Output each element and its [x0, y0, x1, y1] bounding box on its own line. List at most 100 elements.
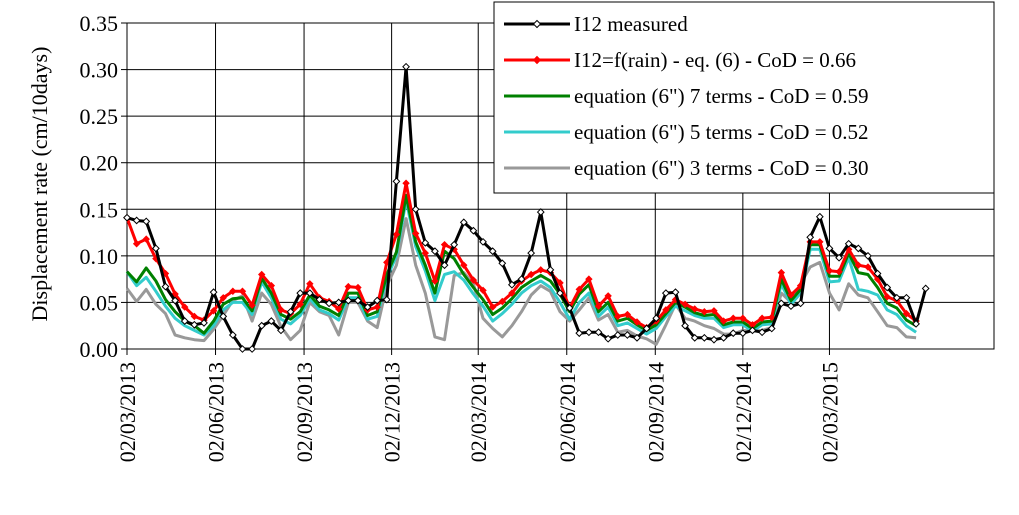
data-point [382, 295, 391, 304]
data-point [835, 267, 843, 276]
data-point [334, 305, 343, 313]
data-point [575, 329, 584, 338]
data-point [623, 310, 632, 319]
y-tick-label: 0.05 [80, 290, 119, 315]
legend-label: equation (6") 5 terms - CoD = 0.52 [574, 120, 869, 144]
data-point [719, 317, 728, 325]
data-point [238, 345, 247, 353]
data-point [228, 331, 237, 339]
data-point [604, 334, 613, 343]
legend-item: I12=f(rain) - eq. (6) - CoD = 0.66 [504, 48, 856, 72]
data-point [575, 285, 583, 294]
data-point [469, 276, 478, 284]
data-point [248, 301, 256, 309]
data-point [527, 270, 535, 279]
data-point [594, 328, 603, 337]
series-1 [123, 62, 930, 353]
legend-item: equation (6") 3 terms - CoD = 0.30 [504, 156, 869, 180]
data-point [883, 293, 891, 301]
data-point [537, 266, 545, 274]
data-point [729, 329, 738, 338]
data-point [633, 318, 641, 326]
data-point [700, 333, 709, 342]
legend-marker [532, 19, 542, 29]
data-point [190, 320, 199, 329]
data-point [536, 208, 545, 216]
data-point [373, 303, 381, 311]
data-point [815, 212, 824, 221]
data-point [123, 213, 131, 222]
data-point [459, 218, 468, 227]
legend-box [493, 1, 995, 194]
x-tick-label: 02/03/2015 [817, 362, 842, 462]
data-point [844, 239, 853, 248]
data-point [623, 331, 632, 339]
data-point [411, 229, 420, 238]
series-line [125, 217, 917, 346]
data-point [277, 326, 285, 335]
x-tick-labels: 02/03/2013 02/06/2013 02/09/2013 02/12/2013… [115, 362, 842, 462]
data-point [854, 244, 863, 253]
data-point [594, 302, 603, 310]
data-point [825, 244, 834, 253]
data-point [661, 289, 670, 298]
data-point [556, 279, 564, 287]
legend-label: equation (6") 3 terms - CoD = 0.30 [574, 156, 869, 180]
data-point [681, 300, 689, 308]
data-point [758, 314, 766, 322]
data-point [517, 275, 526, 284]
data-point [902, 293, 911, 302]
legend-label: equation (6") 7 terms - CoD = 0.59 [574, 84, 869, 108]
y-tick-label: 0.00 [80, 337, 119, 362]
data-point [796, 299, 805, 308]
data-point [642, 324, 651, 333]
data-point [662, 306, 670, 314]
data-point [431, 247, 439, 256]
data-point [325, 299, 333, 308]
series-4 [125, 198, 917, 337]
data-point [238, 287, 247, 295]
data-point [431, 277, 439, 285]
data-point [229, 287, 237, 295]
data-point [354, 296, 362, 305]
data-point [498, 297, 506, 306]
data-point [286, 307, 295, 316]
data-point [132, 240, 141, 248]
data-point [806, 233, 815, 242]
data-point [835, 253, 843, 262]
data-point [748, 326, 757, 335]
y-tick-label: 0.25 [80, 104, 119, 129]
data-point [354, 283, 362, 292]
data-point [305, 289, 314, 298]
data-point [729, 314, 737, 322]
data-point [921, 284, 930, 293]
data-point [248, 345, 257, 353]
data-point [767, 324, 776, 333]
x-tick-label: 02/09/2014 [643, 362, 668, 462]
data-point [700, 308, 709, 316]
data-point [209, 307, 218, 315]
data-point [219, 312, 228, 321]
data-point [690, 333, 699, 342]
data-point [181, 303, 189, 311]
data-point [421, 238, 430, 247]
series-line [125, 198, 917, 337]
data-point [402, 62, 410, 71]
legend: I12 measured I12=f(rain) - eq. (6) - CoD … [493, 1, 995, 194]
data-point [440, 261, 449, 270]
data-point [498, 259, 507, 268]
data-point [671, 288, 680, 297]
data-point [584, 328, 593, 337]
legend-marker [532, 55, 542, 65]
y-axis-title: Displacement rate (cm/10days) [27, 47, 52, 322]
data-point [161, 282, 170, 291]
data-point [392, 230, 401, 239]
data-point [787, 291, 795, 299]
data-point [777, 299, 786, 308]
data-point [334, 298, 343, 307]
data-point [710, 335, 718, 344]
data-point [267, 281, 276, 290]
legend-item: equation (6") 5 terms - CoD = 0.52 [504, 120, 869, 144]
